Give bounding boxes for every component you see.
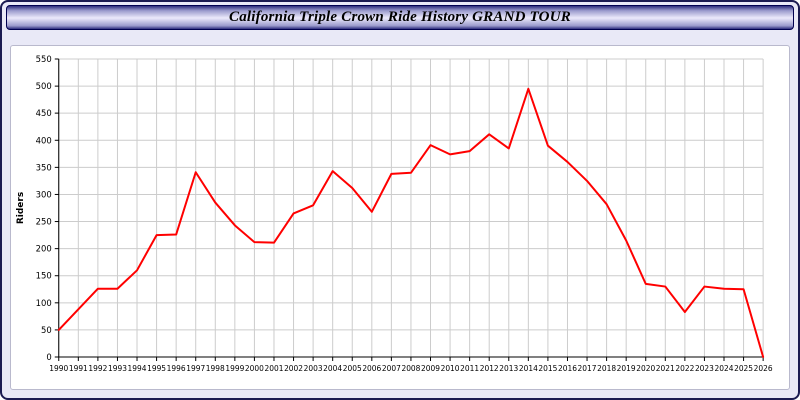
svg-text:2016: 2016 xyxy=(558,364,577,373)
svg-text:250: 250 xyxy=(36,217,52,227)
svg-text:2009: 2009 xyxy=(421,364,440,373)
svg-text:2015: 2015 xyxy=(538,364,557,373)
svg-text:50: 50 xyxy=(41,325,52,335)
svg-text:2026: 2026 xyxy=(754,364,773,373)
svg-text:2003: 2003 xyxy=(304,364,323,373)
svg-text:2012: 2012 xyxy=(480,364,499,373)
svg-text:1995: 1995 xyxy=(147,364,166,373)
svg-text:1994: 1994 xyxy=(128,364,147,373)
svg-text:2019: 2019 xyxy=(617,364,636,373)
svg-text:1996: 1996 xyxy=(167,364,186,373)
svg-text:400: 400 xyxy=(36,135,52,145)
svg-text:2007: 2007 xyxy=(382,364,401,373)
svg-text:200: 200 xyxy=(36,244,52,254)
svg-text:2002: 2002 xyxy=(284,364,303,373)
svg-text:0: 0 xyxy=(46,352,51,362)
svg-text:2004: 2004 xyxy=(323,364,342,373)
svg-text:Riders: Riders xyxy=(16,192,26,224)
svg-text:2020: 2020 xyxy=(636,364,655,373)
svg-text:1998: 1998 xyxy=(206,364,225,373)
svg-text:450: 450 xyxy=(36,108,52,118)
svg-text:2010: 2010 xyxy=(441,364,460,373)
svg-text:2025: 2025 xyxy=(734,364,753,373)
svg-text:2022: 2022 xyxy=(675,364,694,373)
svg-text:2018: 2018 xyxy=(597,364,616,373)
svg-text:2008: 2008 xyxy=(401,364,420,373)
svg-text:500: 500 xyxy=(36,81,52,91)
svg-text:2011: 2011 xyxy=(460,364,479,373)
chart-container: 0 50 100 150 200 250 300 350 400 450 500 550 1990 199… xyxy=(10,45,790,390)
page-title: California Triple Crown Ride History GRA… xyxy=(229,9,571,25)
svg-text:300: 300 xyxy=(36,189,52,199)
svg-text:150: 150 xyxy=(36,271,52,281)
svg-text:550: 550 xyxy=(36,54,52,64)
svg-text:1990: 1990 xyxy=(49,364,68,373)
svg-text:350: 350 xyxy=(36,162,52,172)
svg-text:2001: 2001 xyxy=(264,364,283,373)
svg-text:1993: 1993 xyxy=(108,364,127,373)
svg-text:1991: 1991 xyxy=(69,364,88,373)
svg-text:2017: 2017 xyxy=(578,364,597,373)
svg-text:100: 100 xyxy=(36,298,52,308)
svg-text:1992: 1992 xyxy=(88,364,107,373)
svg-text:2024: 2024 xyxy=(715,364,734,373)
svg-text:2021: 2021 xyxy=(656,364,675,373)
svg-text:2023: 2023 xyxy=(695,364,714,373)
chart-title-bar: California Triple Crown Ride History GRA… xyxy=(6,5,794,30)
svg-text:2014: 2014 xyxy=(519,364,538,373)
svg-text:2013: 2013 xyxy=(499,364,518,373)
svg-text:2005: 2005 xyxy=(343,364,362,373)
svg-text:1997: 1997 xyxy=(186,364,205,373)
svg-text:2000: 2000 xyxy=(245,364,264,373)
svg-text:1999: 1999 xyxy=(225,364,244,373)
svg-text:2006: 2006 xyxy=(362,364,381,373)
